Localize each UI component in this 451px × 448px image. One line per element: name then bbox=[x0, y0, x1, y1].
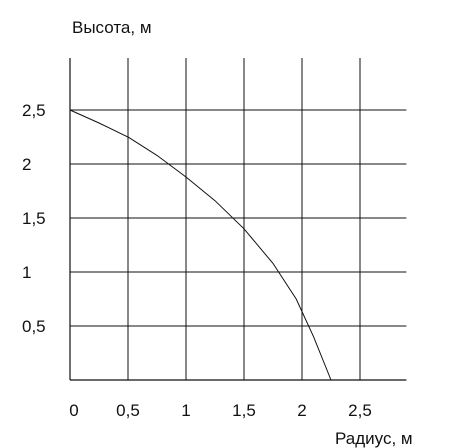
y-tick-label-3: 2 bbox=[22, 155, 31, 174]
series-layer bbox=[69, 109, 332, 381]
x-tick-label-4: 2 bbox=[297, 401, 306, 420]
y-tick-label-4: 2,5 bbox=[22, 101, 46, 120]
axes bbox=[69, 58, 407, 381]
series-line-0 bbox=[69, 109, 332, 381]
x-tick-label-0: 0 bbox=[69, 401, 78, 420]
x-tick-label-1: 0,5 bbox=[116, 401, 140, 420]
x-tick-label-2: 1 bbox=[181, 401, 190, 420]
y-tick-label-0: 0,5 bbox=[22, 317, 46, 336]
x-tick-labels: 0 0,5 1 1,5 2 2,5 bbox=[69, 401, 372, 420]
grid bbox=[70, 58, 407, 380]
y-axis-label: Высота, м bbox=[72, 18, 152, 37]
x-axis-label: Радиус, м bbox=[335, 429, 413, 448]
x-tick-label-5: 2,5 bbox=[348, 401, 372, 420]
y-tick-labels: 0,5 1 1,5 2 2,5 bbox=[22, 101, 46, 336]
y-tick-label-2: 1,5 bbox=[22, 209, 46, 228]
y-tick-label-1: 1 bbox=[22, 263, 31, 282]
x-tick-label-3: 1,5 bbox=[232, 401, 256, 420]
